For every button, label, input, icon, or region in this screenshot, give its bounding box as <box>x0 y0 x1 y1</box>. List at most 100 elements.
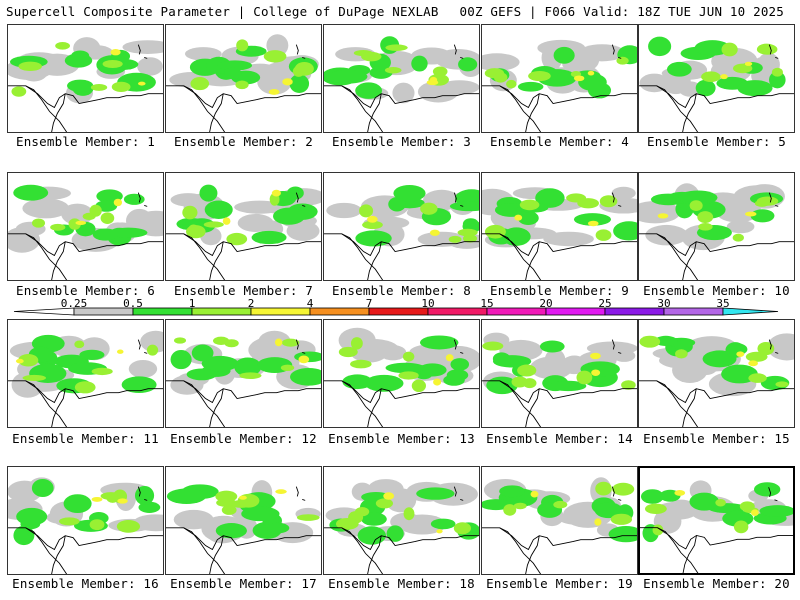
coastline <box>482 233 637 257</box>
member-map-panel[interactable] <box>638 466 795 575</box>
coastline <box>183 233 226 280</box>
member-caption: Ensemble Member: 1 <box>15 134 156 149</box>
scale-color-swatch <box>486 307 547 316</box>
scale-color-swatch <box>368 307 429 316</box>
member-caption: Ensemble Member: 15 <box>643 431 790 446</box>
coastline <box>341 380 384 427</box>
member-map-panel[interactable] <box>638 172 795 281</box>
member-caption: Ensemble Member: 13 <box>328 431 475 446</box>
coastline <box>166 380 321 404</box>
scale-tick-label: 1 <box>188 297 196 310</box>
scale-tick-label: 25 <box>598 297 612 310</box>
island-outline <box>453 192 464 207</box>
member-map-panel[interactable] <box>7 319 164 428</box>
member-map-panel[interactable] <box>165 319 322 428</box>
member-map-panel[interactable] <box>638 24 795 133</box>
scp-field-contour <box>190 39 314 91</box>
coastline <box>367 535 382 574</box>
scale-tick-label: 4 <box>306 297 314 310</box>
coastline <box>8 527 163 551</box>
island-outline <box>295 486 306 501</box>
member-caption: Ensemble Member: 11 <box>12 431 159 446</box>
member-map-panel[interactable] <box>323 466 480 575</box>
member-map-panel[interactable] <box>7 172 164 281</box>
coastline <box>639 380 794 404</box>
coastline <box>499 527 542 574</box>
island-outline <box>137 486 148 501</box>
scale-color-swatch <box>545 307 606 316</box>
scp-field-contour <box>182 193 280 246</box>
member-map-panel[interactable] <box>165 24 322 133</box>
member-caption: Ensemble Member: 6 <box>15 283 156 298</box>
coastline <box>341 233 384 280</box>
scp-field-contour <box>91 496 128 504</box>
scp-field-contour <box>170 188 321 246</box>
scp-field-contour <box>170 344 321 386</box>
member-caption: Ensemble Member: 17 <box>170 576 317 591</box>
member-caption: Ensemble Member: 19 <box>486 576 633 591</box>
coastline <box>656 233 699 280</box>
coastline <box>682 241 697 280</box>
member-map-panel[interactable] <box>165 466 322 575</box>
island-outline <box>768 487 778 502</box>
scp-field-contour <box>639 335 789 388</box>
scp-field-contour <box>482 341 636 390</box>
coastline <box>183 85 226 132</box>
coastline <box>639 85 794 109</box>
member-caption: Ensemble Member: 2 <box>173 134 314 149</box>
member-map-panel[interactable] <box>481 24 638 133</box>
scale-tick-label: 0.25 <box>60 297 88 310</box>
coastline <box>482 380 637 404</box>
coastline <box>25 233 68 280</box>
island-outline <box>295 339 306 354</box>
coastline <box>367 241 382 280</box>
coastline <box>8 380 163 404</box>
coastline <box>499 233 542 280</box>
member-map-panel[interactable] <box>7 24 164 133</box>
scp-field-contour <box>13 478 161 546</box>
scp-field-contour <box>657 211 757 219</box>
coastline <box>324 380 479 404</box>
member-map-panel[interactable] <box>323 319 480 428</box>
coastline <box>341 85 384 132</box>
coastline <box>51 93 66 132</box>
member-map-panel[interactable] <box>638 319 795 428</box>
scp-field-contour <box>689 196 779 242</box>
scale-tick-label: 2 <box>247 297 255 310</box>
member-map-panel[interactable] <box>323 24 480 133</box>
color-scale-bar <box>13 307 779 316</box>
scale-color-swatch <box>427 307 488 316</box>
member-caption: Ensemble Member: 12 <box>170 431 317 446</box>
member-map-panel[interactable] <box>323 172 480 281</box>
scale-color-swatch <box>309 307 370 316</box>
coastline <box>183 527 226 574</box>
scale-color-swatch <box>191 307 252 316</box>
coastline <box>482 527 637 551</box>
scp-field-contour <box>736 351 758 367</box>
coastline <box>51 535 66 574</box>
island-outline <box>768 339 779 354</box>
scp-field-contour <box>110 48 146 86</box>
island-outline <box>611 44 622 59</box>
coastline <box>367 388 382 427</box>
member-caption: Ensemble Member: 14 <box>486 431 633 446</box>
page-title: Supercell Composite Parameter | College … <box>6 4 439 19</box>
island-outline <box>611 192 622 207</box>
scp-field-contour <box>335 498 472 535</box>
member-map-panel[interactable] <box>481 319 638 428</box>
island-outline <box>453 339 464 354</box>
coastline <box>525 241 540 280</box>
member-map-panel[interactable] <box>7 466 164 575</box>
coastline <box>640 527 793 550</box>
scp-field-contour <box>173 336 300 379</box>
member-map-panel[interactable] <box>481 466 638 575</box>
scp-field-contour <box>238 489 287 500</box>
coastline <box>166 527 321 551</box>
scp-field-contour <box>433 354 454 386</box>
scp-field-contour <box>268 78 293 95</box>
member-map-panel[interactable] <box>481 172 638 281</box>
coastline <box>183 380 226 427</box>
member-map-panel[interactable] <box>165 172 322 281</box>
coastline <box>499 85 542 132</box>
coastline <box>324 233 479 257</box>
